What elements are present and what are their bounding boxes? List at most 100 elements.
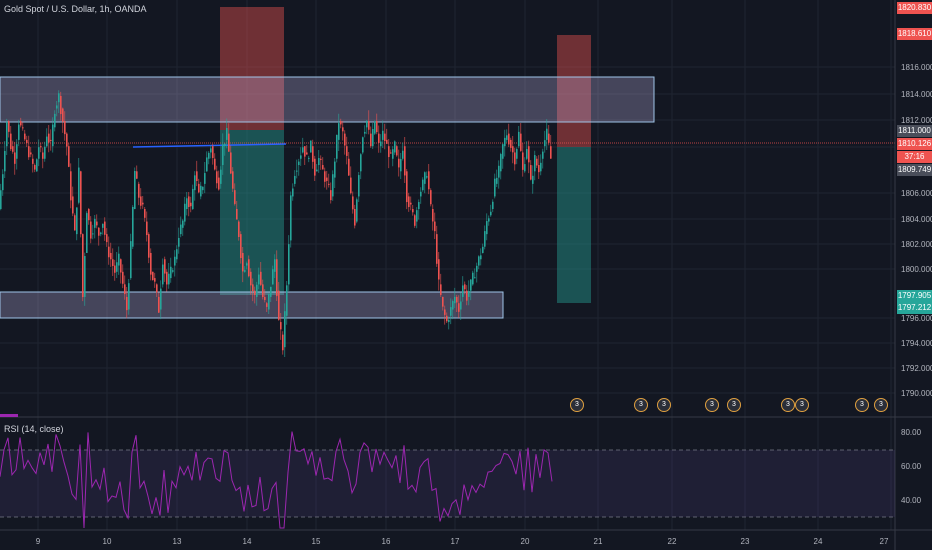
candle-body: [22, 127, 24, 129]
candle-body: [416, 210, 418, 222]
candle-body: [382, 130, 384, 140]
candle-body: [226, 128, 228, 140]
candle-body: [456, 296, 458, 303]
candle-body: [38, 147, 40, 159]
candle-body: [324, 171, 326, 182]
candle-body: [446, 315, 448, 322]
candle-body: [484, 231, 486, 247]
stop-loss-zone-left[interactable]: [220, 7, 284, 130]
take-profit-zone-right[interactable]: [557, 147, 591, 303]
candle-body: [152, 271, 154, 281]
candle-body: [548, 133, 550, 143]
candle-body: [438, 259, 440, 280]
candle-body: [542, 151, 544, 159]
candle-body: [544, 140, 546, 147]
candle-body: [148, 234, 150, 258]
candle-body: [66, 133, 68, 147]
candle-body: [508, 133, 510, 145]
candle-body: [520, 133, 522, 151]
candle-body: [360, 154, 362, 172]
candle-body: [498, 165, 500, 178]
candle-body: [402, 150, 404, 159]
economic-event-icon[interactable]: 3: [634, 398, 648, 412]
candle-body: [228, 133, 230, 152]
candle-body: [50, 139, 52, 141]
price-axis-label: 1812.000: [901, 116, 932, 125]
demand-zone-rectangle[interactable]: [0, 291, 504, 319]
candle-body: [320, 158, 322, 160]
candle-body: [214, 158, 216, 170]
candle-body: [436, 234, 438, 264]
entry-line[interactable]: [132, 143, 287, 148]
candle-body: [44, 146, 46, 159]
candle-body: [30, 152, 32, 155]
candle-body: [238, 221, 240, 238]
economic-event-icon[interactable]: 3: [727, 398, 741, 412]
candle-body: [532, 175, 534, 184]
candle-body: [470, 279, 472, 291]
candle-body: [308, 157, 310, 159]
candle-body: [420, 191, 422, 197]
supply-zone-rectangle[interactable]: [0, 76, 655, 123]
candle-body: [526, 148, 528, 159]
candle-body: [534, 155, 536, 172]
candle-body: [528, 146, 530, 163]
candle-body: [138, 183, 140, 198]
economic-event-icon[interactable]: 3: [570, 398, 584, 412]
candle-body: [396, 146, 398, 156]
time-axis-label: 9: [35, 537, 41, 546]
candle-body: [310, 140, 312, 153]
candle-body: [302, 147, 304, 153]
candle-body: [344, 133, 346, 146]
candle-body: [88, 209, 90, 221]
level-price-tag-lower: 1809.749: [897, 164, 932, 176]
candle-body: [500, 154, 502, 172]
economic-event-icon[interactable]: 3: [781, 398, 795, 412]
candle-body: [154, 278, 156, 282]
candle-body: [328, 183, 330, 185]
candle-body: [28, 146, 30, 158]
candle-body: [190, 202, 192, 207]
candle-body: [338, 123, 340, 140]
candle-body: [334, 161, 336, 178]
candle-body: [0, 190, 2, 209]
price-axis-label: 1804.000: [901, 215, 932, 224]
candle-body: [458, 303, 460, 312]
candle-body: [24, 133, 26, 140]
candle-body: [176, 249, 178, 260]
economic-event-icon[interactable]: 3: [705, 398, 719, 412]
candle-body: [52, 124, 54, 147]
candle-body: [68, 146, 70, 167]
grid: [0, 0, 895, 530]
candle-body: [208, 152, 210, 159]
candle-body: [370, 133, 372, 147]
rsi-axis-label: 40.00: [901, 496, 922, 505]
candle-body: [172, 270, 174, 272]
candle-body: [496, 177, 498, 184]
economic-event-icon[interactable]: 3: [657, 398, 671, 412]
economic-event-icon[interactable]: 3: [874, 398, 888, 412]
candle-body: [280, 322, 282, 330]
candle-body: [340, 121, 342, 125]
candle-body: [160, 288, 162, 310]
economic-event-icon[interactable]: 3: [795, 398, 809, 412]
candle-body: [244, 270, 246, 272]
candle-body: [198, 183, 200, 193]
candle-body: [434, 221, 436, 232]
candle-body: [502, 144, 504, 159]
stop-loss-zone-right[interactable]: [557, 35, 591, 147]
candle-body: [332, 174, 334, 197]
candle-body: [230, 152, 232, 174]
candle-body: [514, 152, 516, 165]
candle-body: [450, 307, 452, 316]
candle-body: [278, 290, 280, 320]
candle-body: [260, 271, 262, 285]
price-axis-label: 1802.000: [901, 240, 932, 249]
candle-body: [58, 93, 60, 103]
price-axis-label: 1790.000: [901, 389, 932, 398]
rsi-axis-label: 80.00: [901, 428, 922, 437]
candle-body: [206, 157, 208, 172]
economic-event-icon[interactable]: 3: [855, 398, 869, 412]
candle-body: [354, 209, 356, 226]
